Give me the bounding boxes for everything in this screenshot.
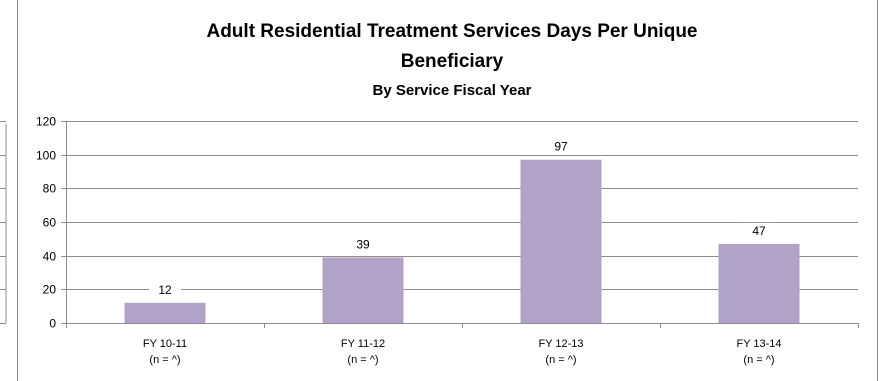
x-category-sublabel: (n = ^) — [545, 354, 576, 366]
chart-title-line-1: Adult Residential Treatment Services Day… — [206, 21, 697, 42]
plot-area: 0 20 40 60 80 100 120 12 FY 10-11 (n = ^) 39 FY 11-… — [36, 115, 859, 366]
adjacent-chart-axis-fragment — [0, 121, 7, 324]
x-category-sublabel: (n = ^) — [743, 354, 774, 366]
bar-3 — [520, 159, 602, 323]
bar-1 — [124, 302, 206, 323]
y-tick-label: 120 — [36, 115, 56, 129]
data-label: 97 — [554, 140, 568, 154]
y-tick-label: 40 — [43, 250, 57, 264]
x-category-label: FY 12-13 — [538, 338, 583, 350]
chart-title-line-2: Beneficiary — [401, 51, 504, 72]
x-category-sublabel: (n = ^) — [149, 354, 180, 366]
y-tick-label: 60 — [43, 216, 57, 230]
x-category-label: FY 11-12 — [341, 338, 385, 350]
x-category-label: FY 13-14 — [736, 338, 781, 350]
x-category-sublabel: (n = ^) — [347, 354, 378, 366]
bar-2 — [322, 257, 404, 323]
data-label: 12 — [158, 283, 172, 297]
y-tick-label: 100 — [36, 149, 56, 163]
data-label-backing — [545, 138, 577, 155]
data-label-backing — [149, 281, 181, 298]
y-tick-label: 80 — [43, 182, 57, 196]
data-label-backing — [743, 222, 775, 239]
y-tick-label: 20 — [43, 283, 57, 297]
y-tick-label: 0 — [49, 317, 56, 331]
bar-4 — [718, 243, 800, 323]
data-label-backing — [347, 236, 379, 253]
chart-subtitle: By Service Fiscal Year — [372, 82, 531, 99]
data-label: 47 — [752, 224, 766, 238]
data-label: 39 — [356, 237, 370, 251]
x-category-label: FY 10-11 — [143, 338, 187, 350]
